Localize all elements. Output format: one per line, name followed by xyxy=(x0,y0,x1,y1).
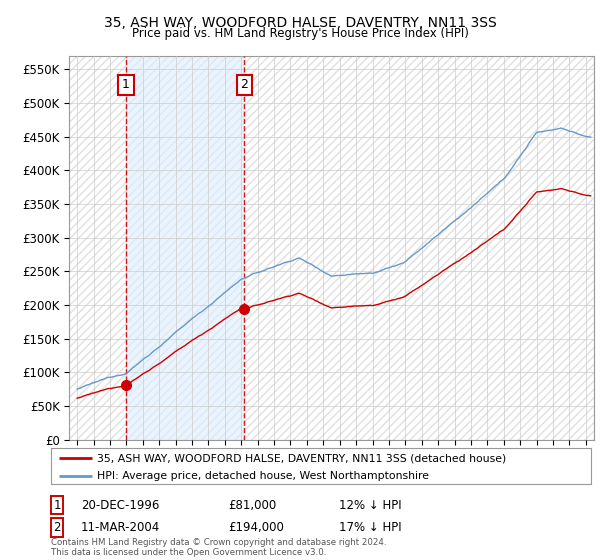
Text: Contains HM Land Registry data © Crown copyright and database right 2024.
This d: Contains HM Land Registry data © Crown c… xyxy=(51,538,386,557)
Text: 20-DEC-1996: 20-DEC-1996 xyxy=(81,498,160,512)
Text: HPI: Average price, detached house, West Northamptonshire: HPI: Average price, detached house, West… xyxy=(97,472,429,482)
Text: 1: 1 xyxy=(53,498,61,512)
Text: 17% ↓ HPI: 17% ↓ HPI xyxy=(339,521,401,534)
Text: 2: 2 xyxy=(241,78,248,91)
Text: 1: 1 xyxy=(122,78,130,91)
Text: 12% ↓ HPI: 12% ↓ HPI xyxy=(339,498,401,512)
Text: £194,000: £194,000 xyxy=(228,521,284,534)
Bar xyxy=(126,56,244,440)
Text: £81,000: £81,000 xyxy=(228,498,276,512)
Text: 35, ASH WAY, WOODFORD HALSE, DAVENTRY, NN11 3SS: 35, ASH WAY, WOODFORD HALSE, DAVENTRY, N… xyxy=(104,16,496,30)
Text: 11-MAR-2004: 11-MAR-2004 xyxy=(81,521,160,534)
Text: Price paid vs. HM Land Registry's House Price Index (HPI): Price paid vs. HM Land Registry's House … xyxy=(131,27,469,40)
Text: 35, ASH WAY, WOODFORD HALSE, DAVENTRY, NN11 3SS (detached house): 35, ASH WAY, WOODFORD HALSE, DAVENTRY, N… xyxy=(97,453,506,463)
Text: 2: 2 xyxy=(53,521,61,534)
